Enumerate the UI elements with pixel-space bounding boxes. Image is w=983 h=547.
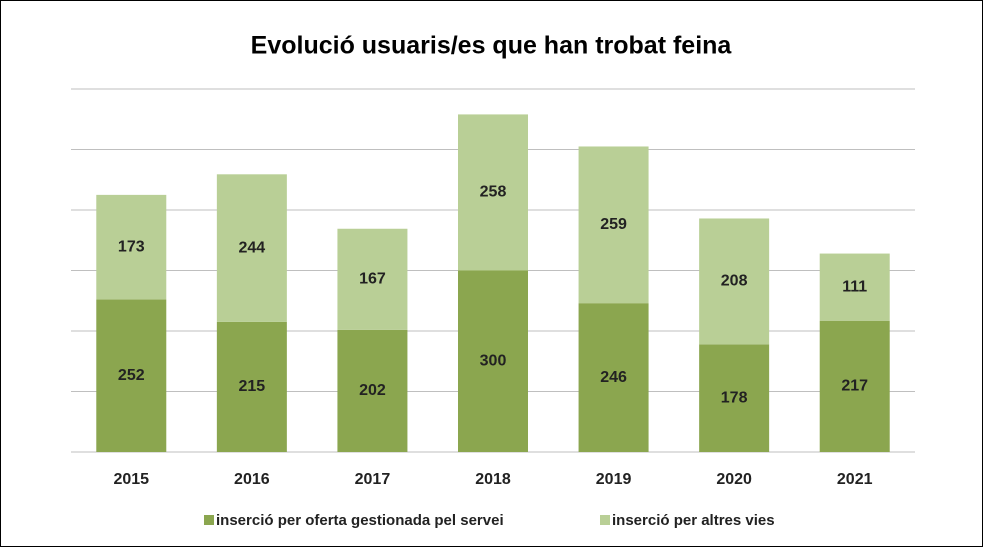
bar-segment bbox=[578, 303, 649, 452]
legend-label: inserció per altres vies bbox=[612, 512, 775, 529]
bar-segment bbox=[337, 329, 408, 452]
data-label: 167 bbox=[359, 270, 386, 287]
legend-swatch bbox=[204, 515, 214, 525]
bar-segment bbox=[458, 114, 528, 271]
x-tick-label: 2015 bbox=[113, 471, 149, 488]
data-label: 246 bbox=[600, 369, 627, 386]
data-label: 300 bbox=[480, 352, 507, 369]
bar-segment bbox=[216, 174, 287, 322]
data-label: 208 bbox=[721, 273, 748, 290]
data-label: 215 bbox=[239, 378, 266, 395]
data-label: 202 bbox=[359, 382, 386, 399]
data-label: 178 bbox=[721, 389, 748, 406]
chart-title: Evolució usuaris/es que han trobat feina bbox=[251, 32, 733, 60]
bar-segment bbox=[699, 218, 770, 345]
x-tick-label: 2019 bbox=[596, 471, 632, 488]
data-label: 244 bbox=[239, 239, 266, 256]
bar-segment bbox=[216, 321, 287, 452]
data-label: 259 bbox=[600, 216, 627, 233]
x-tick-label: 2020 bbox=[716, 471, 752, 488]
bar-segment bbox=[458, 270, 528, 452]
data-label: 111 bbox=[842, 278, 867, 295]
x-tick-label: 2016 bbox=[234, 471, 270, 488]
data-label: 258 bbox=[480, 184, 507, 201]
x-tick-label: 2018 bbox=[475, 471, 511, 488]
x-tick-label: 2017 bbox=[355, 471, 391, 488]
data-label: 173 bbox=[118, 238, 145, 255]
bar-segment bbox=[578, 146, 649, 304]
bar-segment bbox=[819, 253, 890, 321]
data-label: 252 bbox=[118, 367, 145, 384]
bar-segment bbox=[96, 299, 167, 452]
bar-segment bbox=[819, 320, 890, 452]
data-label: 217 bbox=[841, 378, 868, 395]
legend-swatch bbox=[600, 515, 610, 525]
bar-segment bbox=[96, 194, 167, 300]
legend-label: inserció per oferta gestionada pel serve… bbox=[216, 512, 504, 529]
x-tick-label: 2021 bbox=[837, 471, 873, 488]
bar-segment bbox=[699, 344, 770, 452]
bar-segment bbox=[337, 228, 408, 330]
